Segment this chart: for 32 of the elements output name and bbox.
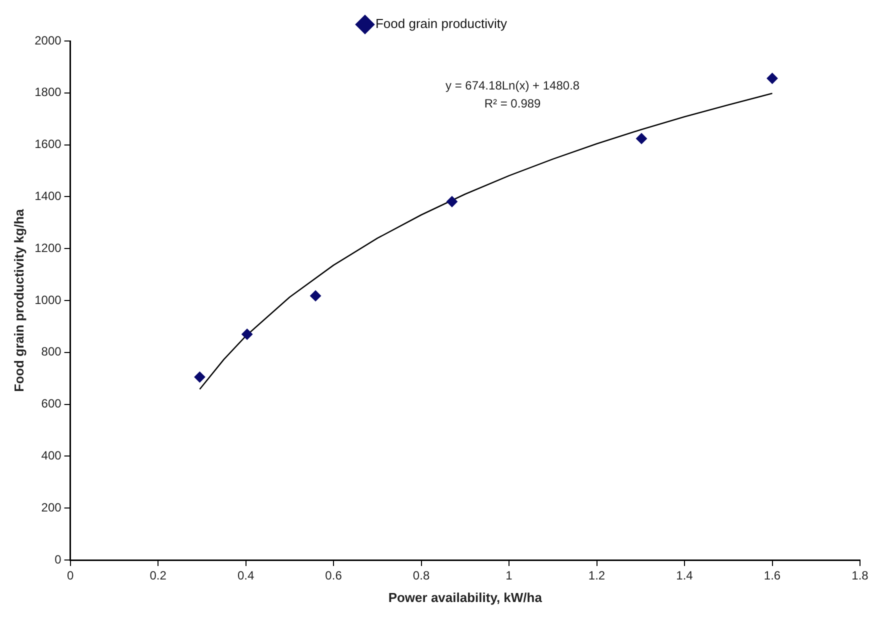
y-tick-label: 0 <box>54 552 62 566</box>
x-tick-label: 1.6 <box>764 568 781 583</box>
point <box>242 328 253 340</box>
x-tick-label: 1 <box>506 568 513 583</box>
y-tick-label: 2000 <box>34 33 62 48</box>
y-tick-label: 1600 <box>34 137 62 152</box>
x-tick-label: 0.8 <box>412 568 430 583</box>
annotation: R² = 0.989 <box>484 96 542 110</box>
x-tick-label: 0.4 <box>237 568 254 583</box>
y-tick-label: 400 <box>41 448 62 463</box>
y-tick-label: 200 <box>41 500 62 514</box>
point <box>310 290 322 302</box>
y-tick-label: 1800 <box>34 85 62 100</box>
y-axis-title: Food grain productivity kg/ha <box>11 208 26 392</box>
point <box>446 196 458 208</box>
point <box>766 72 778 84</box>
point <box>194 372 206 383</box>
y-tick-label: 600 <box>41 396 62 411</box>
y-tick-label: 800 <box>41 344 62 359</box>
annotation: y = 674.18Ln(x) + 1480.8 <box>445 78 580 92</box>
legend-label: Food grain productivity <box>375 16 508 32</box>
x-tick-label: 1.8 <box>852 568 869 583</box>
x-tick-label: 0.6 <box>325 568 342 583</box>
x-tick-label: 0.2 <box>150 568 167 583</box>
x-tick-label: 1.4 <box>676 568 694 583</box>
x-tick-label: 0 <box>66 568 74 583</box>
x-axis-title: Power availability, kW/ha <box>388 590 543 605</box>
y-tick-label: 1200 <box>34 240 62 255</box>
point <box>636 133 648 144</box>
y-tick-label: 1400 <box>34 189 62 204</box>
x-tick-label: 1.2 <box>588 568 606 583</box>
y-tick-label: 1000 <box>34 292 62 307</box>
